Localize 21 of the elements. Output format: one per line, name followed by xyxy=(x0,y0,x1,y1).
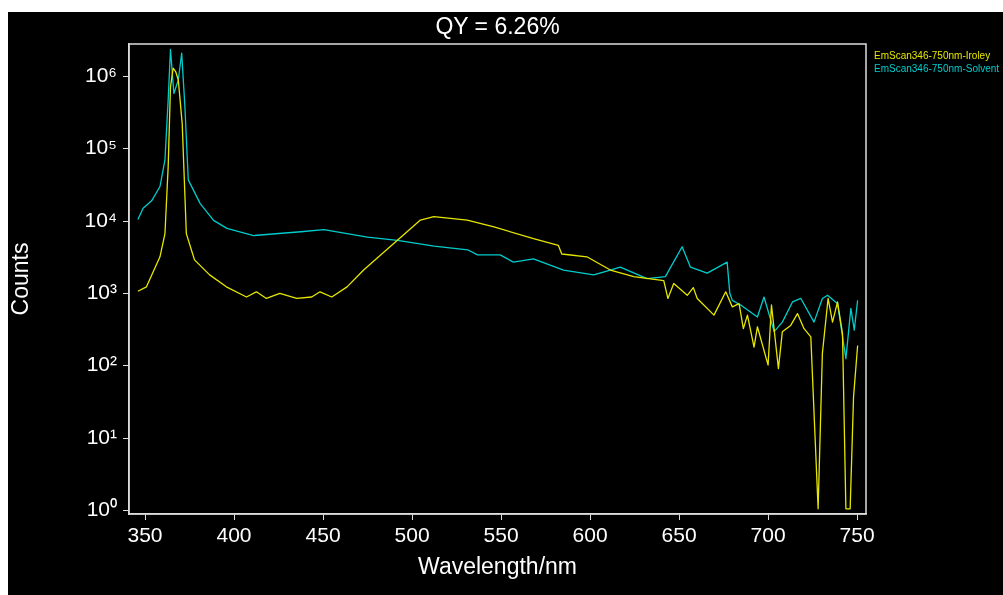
text: EmScan346-750nm-Iroley xyxy=(874,49,991,61)
x-tick-label: 600 xyxy=(572,523,608,547)
x-tick-label: 450 xyxy=(305,523,341,547)
y-tick-label: 10⁰ xyxy=(86,497,117,521)
y-axis-title: Counts xyxy=(7,242,34,316)
x-tick-label: 400 xyxy=(216,523,252,547)
x-tick-label: 750 xyxy=(839,523,875,547)
chart-title: QY = 6.26% xyxy=(435,13,560,40)
x-tick-label: 550 xyxy=(483,523,519,547)
x-axis-title: Wavelength/nm xyxy=(418,552,577,579)
x-tick-label: 500 xyxy=(394,523,430,547)
y-tick-label: 10⁶ xyxy=(84,63,117,87)
y-tick-label: 10¹ xyxy=(86,424,117,448)
x-tick-label: 650 xyxy=(661,523,697,547)
y-tick-label: 10⁴ xyxy=(84,207,117,231)
y-tick-label: 10² xyxy=(86,352,117,376)
x-tick-label: 350 xyxy=(127,523,163,547)
y-tick-label: 10⁵ xyxy=(84,135,117,159)
y-tick-label: 10³ xyxy=(86,280,117,304)
text: EmScan346-750nm-Solvent xyxy=(874,62,1000,74)
x-tick-label: 700 xyxy=(750,523,786,547)
